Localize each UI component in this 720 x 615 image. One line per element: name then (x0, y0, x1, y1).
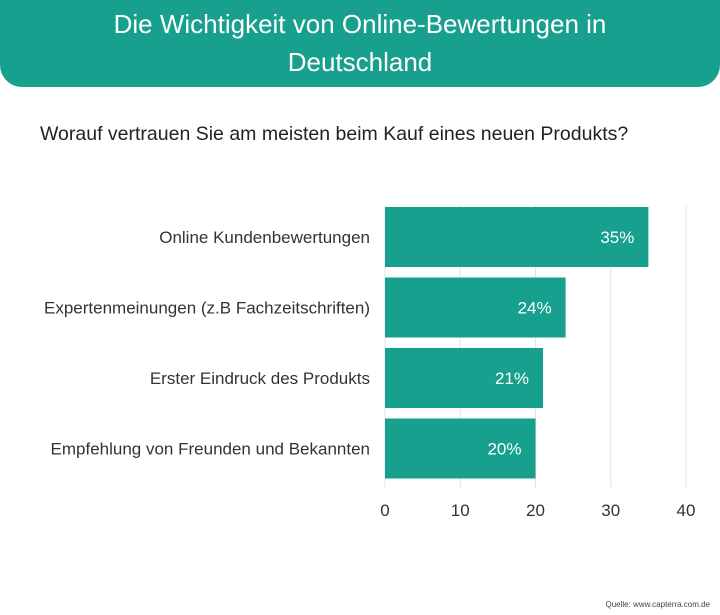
x-tick-label: 40 (677, 501, 696, 520)
bar (385, 418, 536, 479)
x-tick-label: 30 (601, 501, 620, 520)
x-tick-label: 10 (451, 501, 470, 520)
category-label: Empfehlung von Freunden und Bekannten (51, 440, 370, 459)
data-label: 35% (600, 228, 634, 247)
chart-title-banner: Die Wichtigkeit von Online-Bewertungen i… (0, 0, 720, 87)
data-label: 21% (495, 369, 529, 388)
chart-title: Die Wichtigkeit von Online-Bewertungen i… (113, 9, 607, 77)
survey-question: Worauf vertrauen Sie am meisten beim Kau… (40, 123, 629, 145)
category-label: Expertenmeinungen (z.B Fachzeitschriften… (44, 299, 370, 318)
data-label: 24% (518, 299, 552, 318)
bar (385, 348, 544, 408)
category-label: Online Kundenbewertungen (159, 228, 370, 247)
source-note: Quelle: www.capterra.com.de (605, 600, 711, 609)
x-tick-label: 20 (526, 501, 545, 520)
x-tick-label: 0 (380, 501, 389, 520)
data-label: 20% (487, 440, 521, 459)
bar (385, 277, 566, 338)
bar (385, 207, 649, 267)
category-label: Erster Eindruck des Produkts (150, 369, 370, 388)
